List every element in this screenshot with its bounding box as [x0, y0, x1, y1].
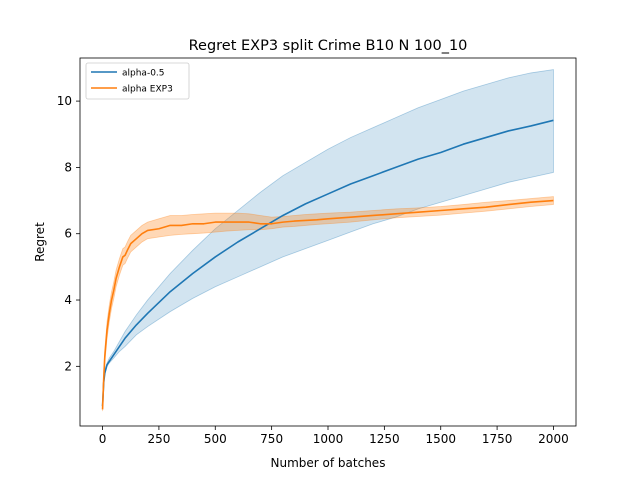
y-tick-label: 8	[64, 160, 72, 174]
y-tick-label: 6	[64, 227, 72, 241]
x-tick-label: 0	[99, 432, 107, 446]
x-tick-label: 750	[260, 432, 283, 446]
y-tick-label: 2	[64, 359, 72, 373]
y-tick-label: 4	[64, 293, 72, 307]
x-tick-label: 1750	[482, 432, 513, 446]
y-tick-label: 10	[57, 94, 72, 108]
x-axis-label: Number of batches	[271, 456, 386, 470]
legend: alpha-0.5 alpha EXP3	[86, 63, 189, 99]
legend-label-alpha-0-5: alpha-0.5	[122, 69, 165, 79]
x-tick-label: 2000	[538, 432, 569, 446]
legend-label-alpha-exp3: alpha EXP3	[122, 85, 173, 95]
x-tick-label: 1500	[425, 432, 456, 446]
x-tick-label: 1000	[313, 432, 344, 446]
x-tick-label: 500	[204, 432, 227, 446]
y-axis-label: Regret	[33, 222, 47, 262]
x-tick-label: 250	[147, 432, 170, 446]
chart-title: Regret EXP3 split Crime B10 N 100_10	[189, 38, 468, 54]
x-tick-label: 1250	[369, 432, 400, 446]
